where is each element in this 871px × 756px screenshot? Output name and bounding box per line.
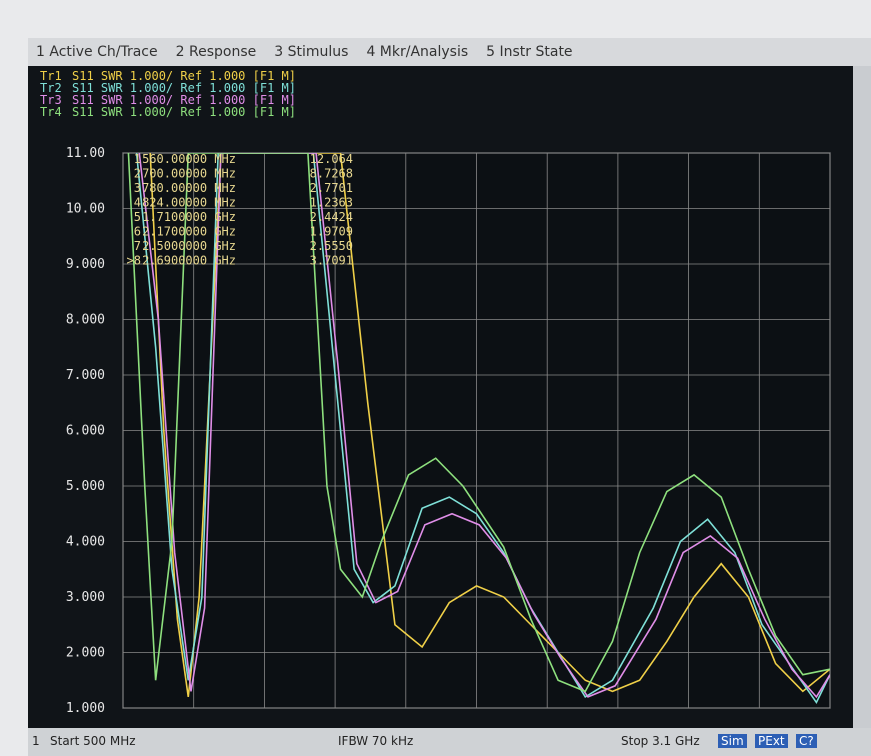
menu-item[interactable]: 4 Mkr/Analysis	[366, 44, 469, 60]
y-tick-label: 9.000	[66, 257, 105, 272]
marker-cell: 1	[134, 152, 141, 166]
marker-cell: 2.5550	[310, 239, 353, 253]
channel: 1	[32, 734, 40, 748]
trace-line	[149, 153, 830, 698]
trace-name: Tr3	[40, 93, 62, 107]
trace-setting: S11 SWR 1.000/ Ref 1.000 [F1 M]	[72, 105, 296, 119]
menu-item[interactable]: 1 Active Ch/Trace	[36, 44, 158, 60]
trace-line	[138, 153, 830, 699]
side-panel	[853, 66, 871, 728]
marker-cell: 560.00000 MHz	[142, 152, 236, 166]
trace-line	[127, 153, 830, 693]
marker-cell: 6	[134, 225, 141, 239]
chart: Tr1 S11 SWR 1.000/ Ref 1.000 [F1 M] Tr2 S11…	[40, 69, 831, 716]
trace-setting: S11 SWR 1.000/ Ref 1.000 [F1 M]	[72, 93, 296, 107]
y-tick-label: 2.000	[66, 646, 105, 661]
marker-cell: 3	[134, 181, 141, 195]
trace-name: Tr2	[40, 81, 62, 95]
marker-cell: 7	[134, 239, 141, 253]
y-tick-label: 3.000	[66, 590, 105, 605]
marker-cell: 2.4424	[310, 210, 353, 224]
y-tick-label: 8.000	[66, 313, 105, 328]
menu-bar: 1 Active Ch/Trace 2 Response 3 Stimulus 4 M…	[28, 38, 871, 66]
trace-setting: S11 SWR 1.000/ Ref 1.000 [F1 M]	[72, 69, 296, 83]
marker-cell: 1.7100000 GHz	[142, 210, 236, 224]
display: Tr1 S11 SWR 1.000/ Ref 1.000 [F1 M] Tr2 S11…	[28, 66, 853, 728]
marker-cell: 2.5000000 GHz	[142, 239, 236, 253]
status-button[interactable]: Sim	[718, 734, 747, 748]
marker-cell: 3.7091	[310, 254, 353, 268]
y-tick-label: 5.000	[66, 479, 105, 494]
menu-item[interactable]: 2 Response	[175, 44, 257, 60]
trace-setting: S11 SWR 1.000/ Ref 1.000 [F1 M]	[72, 81, 296, 95]
y-tick-label: 11.00	[66, 146, 105, 161]
stop: Stop 3.1 GHz	[621, 734, 700, 748]
marker-cell: 5	[134, 210, 141, 224]
marker-cell: 12.064	[310, 152, 353, 166]
series-group	[127, 153, 830, 705]
y-tick-label: 6.000	[66, 424, 105, 439]
marker-cell: >8	[127, 254, 141, 268]
trace-name: Tr4	[40, 105, 62, 119]
marker-cell: 824.00000 MHz	[142, 196, 236, 210]
menu-item[interactable]: 3 Stimulus	[274, 44, 349, 60]
marker-cell: 700.00000 MHz	[142, 167, 236, 181]
marker-cell: 2.7701	[310, 181, 353, 195]
y-tick-label: 1.000	[66, 701, 105, 716]
status-button[interactable]: C?	[796, 734, 817, 748]
marker-cell: 2.1700000 GHz	[142, 225, 236, 239]
menu-item[interactable]: 5 Instr State	[486, 44, 573, 60]
trace-name: Tr1	[40, 69, 62, 83]
start: Start 500 MHz	[50, 734, 136, 748]
marker-cell: 4	[134, 196, 141, 210]
y-tick-label: 7.000	[66, 368, 105, 383]
marker-cell: 2	[134, 167, 141, 181]
status-bar: 1 Start 500 MHz IFBW 70 kHz Stop 3.1 GHz…	[28, 728, 871, 756]
marker-cell: 780.00000 MHz	[142, 181, 236, 195]
y-tick-label: 10.00	[66, 202, 105, 217]
trace-line	[135, 153, 830, 705]
marker-cell: 1.2363	[310, 196, 353, 210]
marker-cell: 1.9709	[310, 225, 353, 239]
marker-cell: 8.7268	[310, 167, 353, 181]
status-button[interactable]: PExt	[755, 734, 788, 748]
ifbw: IFBW 70 kHz	[338, 734, 414, 748]
y-tick-label: 4.000	[66, 535, 105, 550]
marker-cell: 2.6900000 GHz	[142, 254, 236, 268]
